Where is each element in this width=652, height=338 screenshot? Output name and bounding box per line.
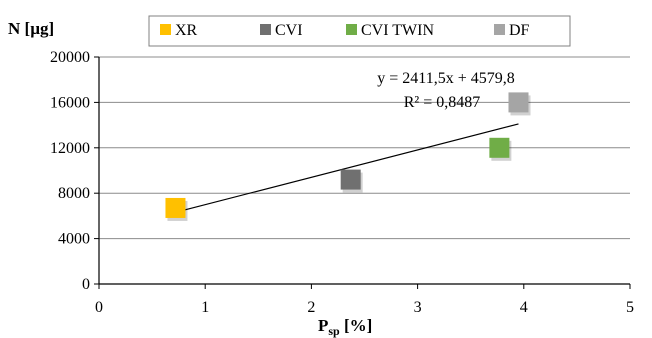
data-point-cvi (340, 169, 361, 190)
x-tick-label: 2 (307, 299, 315, 316)
legend-label: XR (175, 22, 198, 39)
legend-label: DF (509, 22, 530, 39)
legend: XR CVI CVI TWIN DF (148, 15, 571, 47)
legend-marker-cvi (260, 24, 271, 35)
legend-box (148, 15, 571, 47)
y-tick-label: 20000 (50, 49, 90, 66)
y-tick-label: 0 (82, 276, 90, 293)
legend-marker-cvi-twin (346, 24, 357, 35)
data-point-cvi-twin (489, 137, 510, 158)
x-tick-label: 0 (95, 299, 103, 316)
data-points (165, 92, 531, 221)
data-point-df (508, 92, 529, 113)
trendline-group (175, 123, 519, 213)
y-tick-label: 8000 (58, 185, 90, 202)
legend-marker-df (494, 24, 505, 35)
axes (94, 56, 631, 289)
trendline-equation: y = 2411,5x + 4579,8 (377, 70, 514, 87)
legend-label: CVI TWIN (361, 22, 434, 39)
y-axis-title: N [µg] (8, 19, 54, 38)
x-axis-title: Psp [%] (318, 316, 372, 338)
tick-labels: 0 4000 8000 12000 16000 20000 0 1 2 3 4 5 (50, 49, 634, 316)
y-tick-label: 12000 (50, 140, 90, 157)
y-tick-label: 4000 (58, 231, 90, 248)
legend-label: CVI (275, 22, 303, 39)
y-tick-label: 16000 (50, 94, 90, 111)
trendline-r-squared: R² = 0,8487 (404, 94, 481, 111)
gridlines (99, 56, 630, 240)
trendline (175, 123, 519, 213)
legend-marker-xr (160, 24, 171, 35)
data-point-xr (165, 197, 186, 218)
x-tick-label: 3 (414, 299, 422, 316)
x-tick-label: 1 (201, 299, 209, 316)
x-tick-label: 5 (626, 299, 634, 316)
x-tick-label: 4 (520, 299, 528, 316)
